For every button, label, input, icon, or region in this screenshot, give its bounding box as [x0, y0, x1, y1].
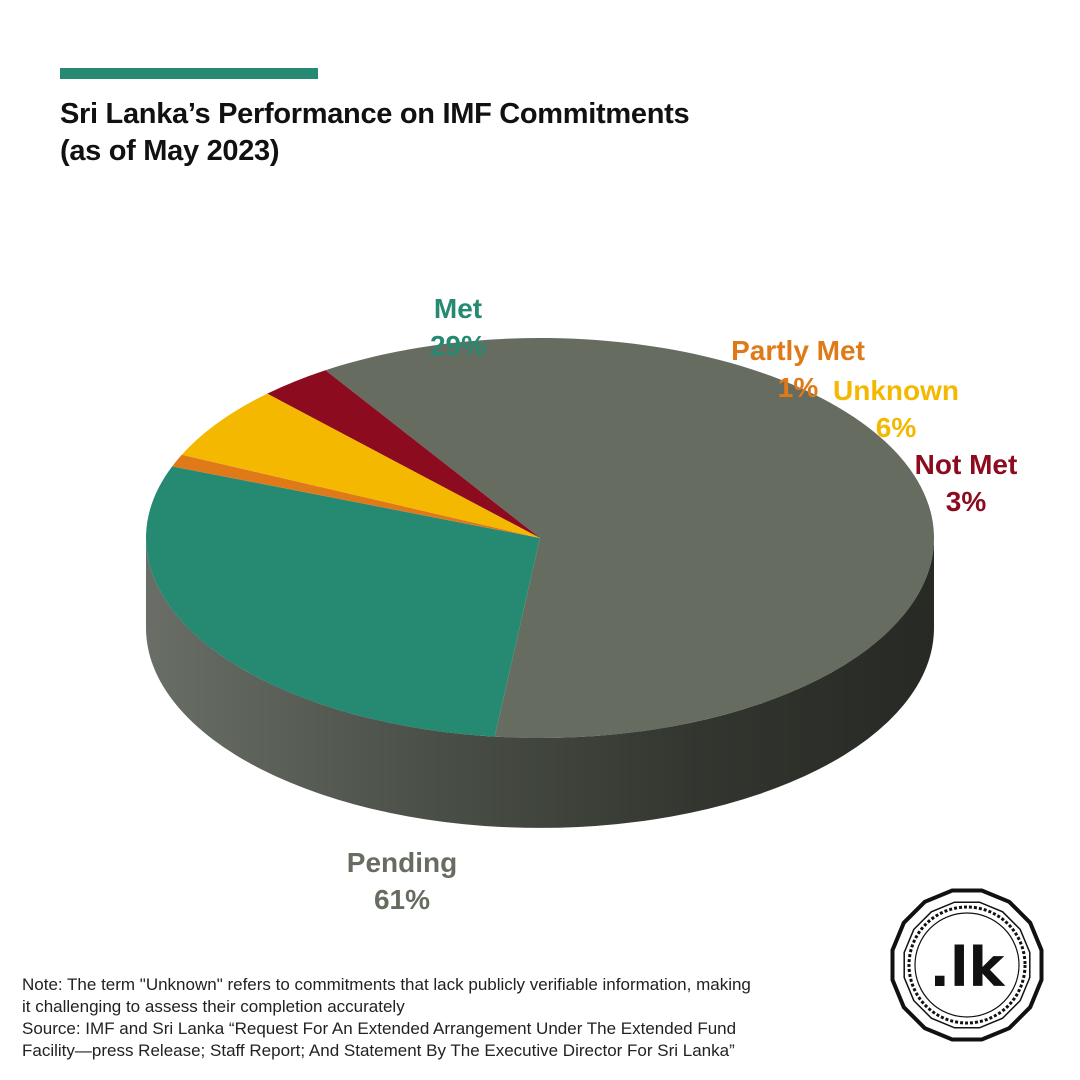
- pie-label-name: Pending: [347, 847, 457, 878]
- pie-label-name: Unknown: [833, 375, 959, 406]
- pie-label-not-met: Not Met 3%: [915, 449, 1018, 517]
- logo-pattern-ring: [907, 905, 1027, 1025]
- note-line-1: Note: The term "Unknown" refers to commi…: [22, 975, 751, 994]
- pie-label-name: Partly Met: [731, 335, 865, 366]
- pie-label-met: Met 29%: [430, 293, 486, 361]
- logo-badge-inner-ring: [903, 901, 1031, 1029]
- pie-slice-unknown: [181, 393, 540, 538]
- chart-title-line-1: Sri Lanka’s Performance on IMF Commitmen…: [60, 98, 690, 130]
- pie-label-value: 61%: [374, 884, 430, 915]
- pie-label-partly-met: Partly Met 1%: [731, 335, 865, 403]
- source-line-1: Source: IMF and Sri Lanka “Request For A…: [22, 1019, 737, 1038]
- pie-label-value: 29%: [430, 330, 486, 361]
- pie-labels: Pending 61% Met 29% Partly Met 1% Unknown 6% Not…: [347, 293, 1018, 915]
- pie-slice-not-met: [267, 370, 540, 538]
- pie-label-pending: Pending 61%: [347, 847, 457, 915]
- pie-slice-partly-met: [172, 454, 540, 538]
- pie-label-value: 6%: [876, 412, 917, 443]
- lk-logo: .lk: [890, 888, 1044, 1042]
- pie-slice-pending: [325, 338, 935, 739]
- pie-label-name: Not Met: [915, 449, 1018, 480]
- note-line-2: it challenging to assess their completio…: [22, 997, 405, 1016]
- pie-side-walls: [146, 538, 934, 828]
- pie-slice-met: [145, 466, 541, 737]
- pie-chart: Pending 61% Met 29% Partly Met 1% Unknown 6% Not…: [145, 293, 1018, 915]
- footnote: Note: The term "Unknown" refers to commi…: [22, 974, 842, 1062]
- title-accent-bar: [60, 68, 318, 79]
- logo-inner-circle: [914, 912, 1020, 1018]
- pie-slices: [145, 338, 935, 739]
- logo-text: .lk: [930, 936, 1006, 999]
- pie-label-value: 1%: [778, 372, 819, 403]
- pie-label-unknown: Unknown 6%: [833, 375, 959, 443]
- chart-title: Sri Lanka’s Performance on IMF Commitmen…: [60, 96, 860, 170]
- pie-side-wall: [146, 538, 934, 828]
- chart-title-line-2: (as of May 2023): [60, 135, 280, 167]
- pie-label-value: 3%: [946, 486, 987, 517]
- pie-label-name: Met: [434, 293, 482, 324]
- source-line-2: Facility—press Release; Staff Report; An…: [22, 1041, 735, 1060]
